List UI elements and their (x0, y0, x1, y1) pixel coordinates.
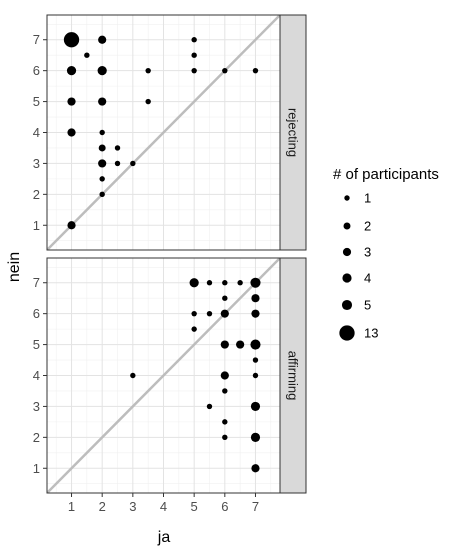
data-point (145, 98, 151, 105)
legend: # of participants 1 2 3 4 5 13 (333, 166, 439, 341)
y-tick-label: 5 (33, 94, 40, 109)
data-point (98, 35, 107, 44)
y-tick-label: 5 (33, 337, 40, 352)
data-point (84, 52, 90, 58)
y-tick-label: 4 (33, 125, 40, 140)
data-point (222, 419, 228, 425)
data-point (99, 176, 105, 182)
legend-label: 4 (364, 271, 371, 286)
y-tick-label: 7 (33, 32, 40, 47)
data-point (67, 221, 76, 230)
x-axis-title: ja (157, 529, 171, 546)
data-point (97, 66, 107, 76)
legend-label: 5 (364, 298, 371, 313)
data-point (63, 32, 80, 48)
legend-key (344, 195, 350, 201)
data-point (237, 280, 243, 286)
facet-strip (279, 14, 307, 251)
y-tick-label: 2 (33, 430, 40, 445)
y-tick-label: 6 (33, 306, 40, 321)
x-tick-label: 1 (68, 499, 75, 514)
legend-title: # of participants (333, 166, 439, 183)
x-tick-label: 5 (191, 499, 198, 514)
data-point (98, 97, 107, 106)
identity-line (47, 15, 280, 250)
identity-line (47, 258, 280, 493)
x-tick-label: 7 (252, 499, 259, 514)
legend-key (341, 299, 353, 311)
facet-strip (279, 257, 307, 494)
y-tick-label: 7 (33, 275, 40, 290)
data-point (206, 403, 213, 410)
data-point (251, 309, 260, 318)
data-point (191, 67, 197, 74)
data-point (222, 434, 228, 441)
data-point (252, 357, 259, 363)
data-point (99, 191, 105, 198)
x-tick-label: 6 (221, 499, 228, 514)
legend-key (339, 325, 355, 341)
y-tick-label: 4 (33, 368, 40, 383)
y-tick-label: 1 (33, 218, 40, 233)
data-point (222, 388, 228, 394)
data-point (220, 371, 229, 380)
y-tick-label: 3 (33, 156, 40, 171)
data-point (191, 310, 197, 317)
data-point (236, 340, 245, 349)
data-point (98, 144, 106, 152)
y-tick-label: 1 (33, 461, 40, 476)
data-point (250, 401, 261, 412)
data-point (66, 66, 77, 76)
data-point (252, 372, 259, 379)
data-point (250, 339, 261, 350)
data-point (206, 280, 213, 286)
data-point (189, 278, 199, 288)
legend-label: 13 (364, 326, 378, 341)
facet-strip-label: affirming (286, 351, 301, 401)
panels-layer: 1 2 3 4 5 6 7 rejecting 1 1 2 2 3 3 4 4 5 5 6 6 7 7 affirming (33, 14, 307, 514)
y-tick-label: 6 (33, 63, 40, 78)
legend-key (342, 273, 352, 283)
y-tick-label: 2 (33, 187, 40, 202)
data-point (251, 294, 260, 303)
data-point (114, 160, 121, 167)
y-tick-label: 3 (33, 399, 40, 414)
legend-key (343, 222, 351, 230)
data-point (114, 145, 121, 151)
data-point (220, 340, 229, 349)
data-point (251, 464, 260, 473)
facet-strip-label: rejecting (286, 108, 301, 157)
data-point (250, 432, 261, 442)
x-tick-label: 4 (160, 499, 167, 514)
legend-label: 3 (364, 245, 371, 260)
data-point (98, 159, 107, 168)
data-point (191, 326, 197, 332)
x-tick-label: 3 (129, 499, 136, 514)
legend-label: 2 (364, 219, 371, 234)
data-point (191, 37, 197, 43)
data-point (99, 129, 105, 136)
data-point (145, 67, 151, 74)
data-point (67, 97, 76, 106)
panel-rejecting: 1 2 3 4 5 6 7 rejecting (33, 14, 307, 251)
x-tick-label: 2 (99, 499, 106, 514)
data-point (252, 67, 259, 74)
data-point (250, 277, 261, 288)
data-point (206, 310, 213, 317)
legend-key (342, 247, 352, 257)
data-point (220, 309, 229, 318)
data-point (222, 295, 228, 301)
data-point (130, 372, 136, 379)
data-point (222, 280, 228, 286)
data-point (191, 52, 197, 58)
panel-affirming: 1 1 2 2 3 3 4 4 5 5 6 6 7 7 affirming (33, 257, 307, 514)
data-point (67, 128, 76, 137)
data-point (130, 160, 136, 167)
data-point (222, 67, 228, 74)
legend-label: 1 (364, 191, 371, 206)
y-axis-title: nein (6, 252, 23, 282)
